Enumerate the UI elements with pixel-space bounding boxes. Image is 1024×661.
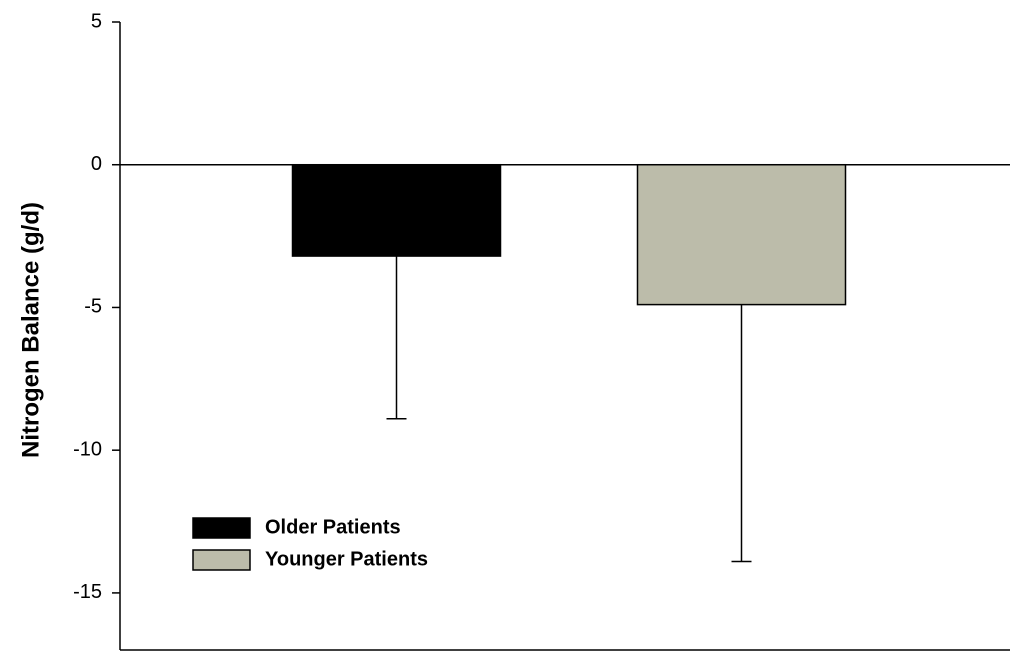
y-tick-label: -15 <box>73 581 102 603</box>
y-axis-label: Nitrogen Balance (g/d) <box>17 202 44 458</box>
error-bar <box>386 256 407 420</box>
legend-swatch <box>192 549 251 571</box>
y-tick-label: -5 <box>84 296 102 318</box>
legend-label: Younger Patients <box>265 548 428 570</box>
bar <box>291 163 502 257</box>
y-tick-label: -10 <box>73 438 102 460</box>
error-bar <box>731 304 752 563</box>
legend-label: Older Patients <box>265 516 401 538</box>
bar <box>636 163 847 306</box>
y-tick-label: 5 <box>91 10 102 32</box>
legend-swatch <box>192 517 251 539</box>
y-tick-label: 0 <box>91 153 102 175</box>
